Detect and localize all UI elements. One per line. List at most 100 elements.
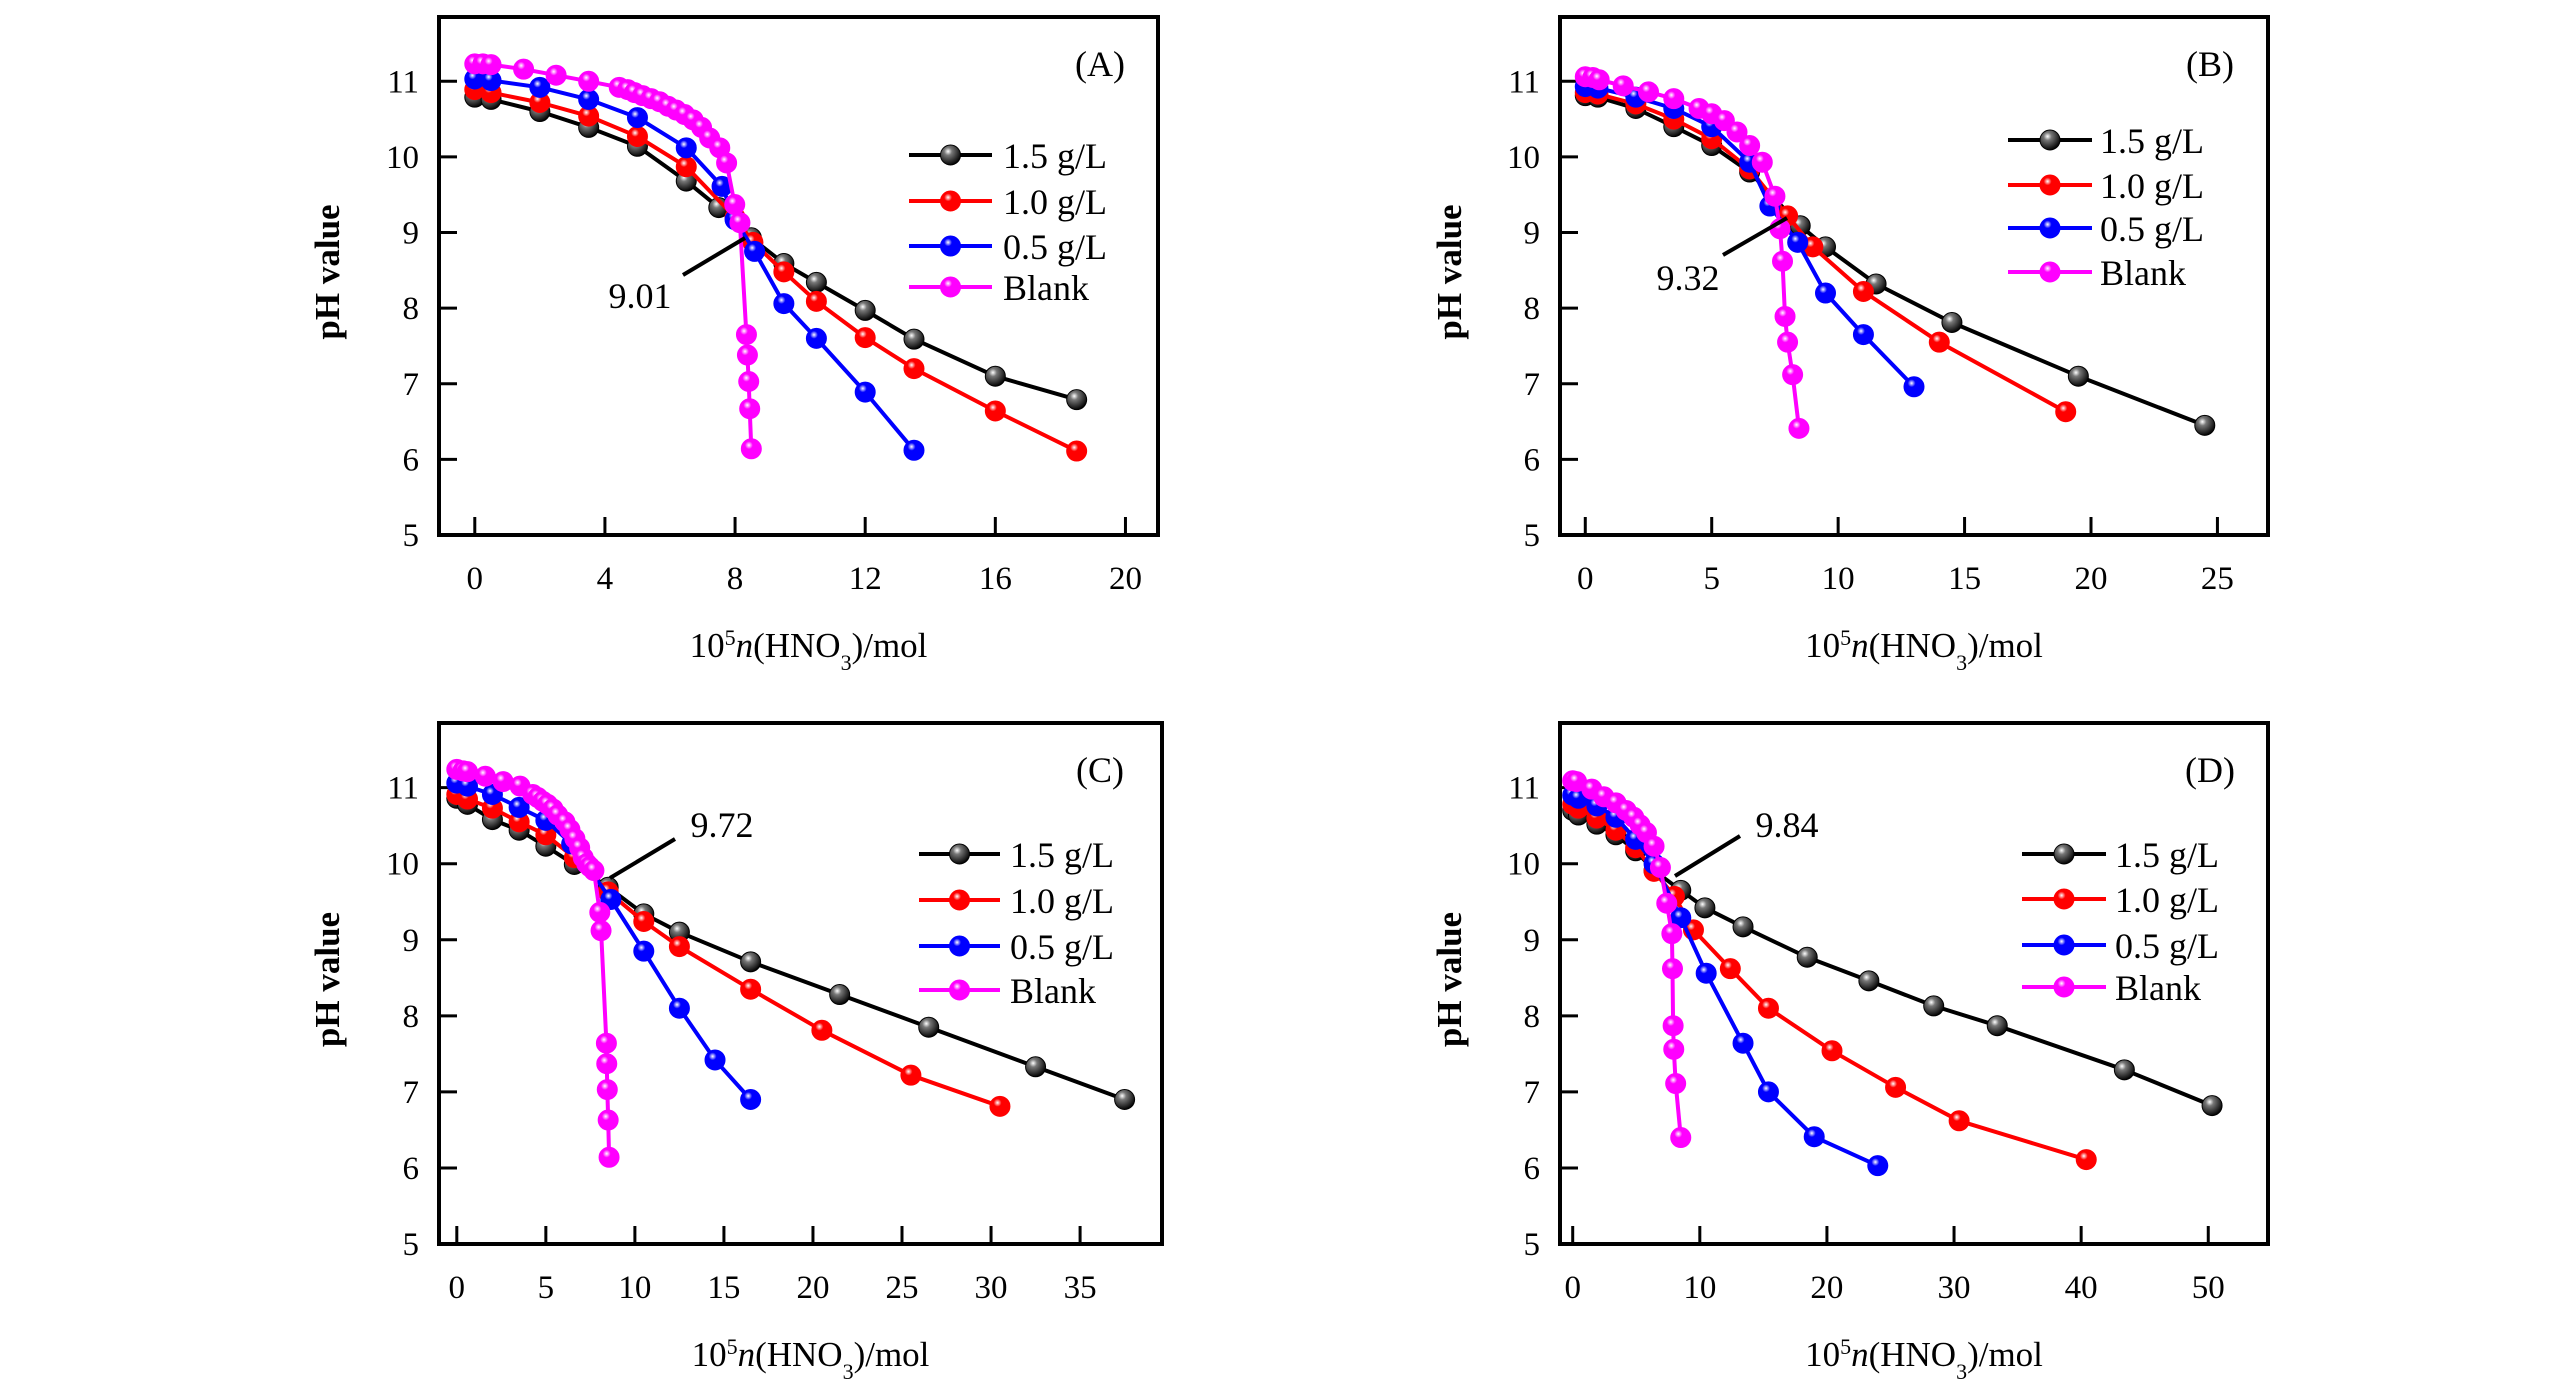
- data-point-blank: [1782, 364, 1804, 386]
- data-point-blank: [456, 761, 478, 783]
- x-tick-label: 16: [979, 561, 1012, 597]
- data-point-blank: [595, 1032, 617, 1054]
- data-point-1-0-g-l: [1757, 997, 1779, 1019]
- data-point-0-5-g-l: [578, 88, 600, 110]
- y-tick-label: 8: [1524, 999, 1541, 1035]
- data-point-1-0-g-l: [668, 936, 690, 958]
- data-point-1-5-g-l: [1941, 312, 1963, 334]
- legend-swatch-marker: [949, 979, 970, 1001]
- y-tick-label: 9: [1524, 216, 1541, 252]
- data-point-1-0-g-l: [900, 1064, 922, 1086]
- legend-item-1-0-g-l: 1.0 g/L: [2022, 880, 2219, 920]
- x-tick-label: 10: [1822, 561, 1855, 597]
- y-tick-label: 9: [403, 216, 420, 252]
- data-point-blank: [1662, 1015, 1684, 1037]
- y-tick-label: 11: [1508, 64, 1540, 100]
- y-tick-label: 5: [1524, 1227, 1541, 1263]
- data-point-blank: [1649, 857, 1671, 879]
- y-tick-label: 10: [1507, 847, 1540, 883]
- y-tick-label: 10: [386, 847, 419, 883]
- legend-label: 1.0 g/L: [2100, 166, 2204, 206]
- data-point-1-5-g-l: [1986, 1015, 2008, 1037]
- y-tick-label: 9: [1524, 923, 1541, 959]
- y-tick-label: 6: [1524, 442, 1541, 478]
- data-point-0-5-g-l: [668, 997, 690, 1019]
- data-point-blank: [736, 344, 758, 366]
- data-point-blank: [1670, 1127, 1692, 1149]
- legend-label: 0.5 g/L: [1010, 927, 1114, 967]
- data-point-0-5-g-l: [740, 1088, 762, 1110]
- x-tick-label: 0: [467, 561, 484, 597]
- legend-label: Blank: [1003, 268, 1089, 308]
- legend-swatch-marker: [2039, 261, 2061, 283]
- plot-frame: [1558, 15, 2270, 537]
- legend-label: 1.0 g/L: [1010, 881, 1114, 921]
- legend-label: Blank: [2100, 253, 2186, 293]
- data-point-1-0-g-l: [1928, 331, 1950, 353]
- y-axis-title: pH value: [1430, 204, 1469, 339]
- plot-frame: [1558, 721, 2270, 1246]
- data-point-1-0-g-l: [773, 261, 795, 283]
- legend-swatch-marker: [949, 889, 970, 911]
- data-point-blank: [578, 70, 600, 92]
- data-point-1-5-g-l: [984, 365, 1006, 387]
- series-line-1-5-g-l: [474, 95, 1078, 402]
- data-point-0-5-g-l: [633, 940, 655, 962]
- legend-item-1-5-g-l: 1.5 g/L: [2022, 835, 2219, 875]
- data-point-0-5-g-l: [903, 439, 925, 461]
- crossing-point-label: 9.01: [609, 276, 672, 316]
- data-point-1-0-g-l: [854, 327, 876, 349]
- y-tick-label: 11: [1508, 771, 1540, 807]
- y-tick-label: 7: [403, 1075, 420, 1111]
- legend-swatch-marker: [949, 935, 970, 957]
- y-axis-title: pH value: [308, 912, 347, 1047]
- x-tick-label: 20: [2075, 561, 2108, 597]
- x-tick-label: 15: [707, 1270, 740, 1306]
- y-tick-label: 9: [403, 923, 420, 959]
- data-point-0-5-g-l: [508, 796, 530, 818]
- series-blank: [1562, 770, 1692, 1149]
- data-point-1-5-g-l: [805, 271, 827, 293]
- x-tick-label: 40: [2065, 1270, 2098, 1306]
- data-point-1-0-g-l: [1821, 1040, 1843, 1062]
- legend-swatch-marker: [940, 144, 961, 166]
- x-tick-label: 20: [796, 1270, 829, 1306]
- panel-d: 5 6 7 8 9 10 11 0 10 20 30 40 50 105n(HNO3)/mol pH val…: [1430, 721, 2270, 1384]
- legend-label: 1.5 g/L: [2115, 835, 2219, 875]
- legend-label: Blank: [1010, 971, 1096, 1011]
- x-axis-title: 105n(HNO3)/mol: [1805, 1334, 2043, 1384]
- crossing-point-label: 9.32: [1657, 258, 1720, 298]
- legend-item-1-0-g-l: 1.0 g/L: [909, 182, 1107, 222]
- legend-label: 1.5 g/L: [2100, 121, 2204, 161]
- series-blank: [1574, 66, 1810, 439]
- x-tick-label: 20: [1810, 1270, 1843, 1306]
- annotation-leader-line: [1721, 216, 1789, 257]
- legend-item-blank: Blank: [919, 971, 1096, 1011]
- data-point-blank: [590, 920, 612, 942]
- data-point-blank: [598, 1146, 620, 1168]
- legend-label: 0.5 g/L: [2100, 209, 2204, 249]
- y-axis-title: pH value: [308, 204, 347, 339]
- data-point-0-5-g-l: [1757, 1081, 1779, 1103]
- series-0-5-g-l: [1574, 76, 1925, 398]
- data-point-1-5-g-l: [1923, 995, 1945, 1017]
- data-point-1-5-g-l: [2113, 1059, 2135, 1081]
- data-point-blank: [583, 860, 605, 882]
- data-point-1-5-g-l: [1114, 1088, 1136, 1110]
- data-point-blank: [1726, 121, 1748, 143]
- legend-item-0-5-g-l: 0.5 g/L: [2008, 209, 2204, 249]
- data-point-blank: [545, 64, 567, 86]
- data-point-0-5-g-l: [805, 327, 827, 349]
- x-tick-label: 0: [1577, 561, 1594, 597]
- legend-item-0-5-g-l: 0.5 g/L: [909, 227, 1107, 267]
- y-tick-label: 10: [1507, 140, 1540, 176]
- data-point-blank: [1663, 1038, 1685, 1060]
- x-tick-label: 0: [1564, 1270, 1581, 1306]
- data-point-blank: [1638, 81, 1659, 103]
- data-point-1-0-g-l: [1719, 958, 1741, 980]
- data-point-1-5-g-l: [918, 1016, 940, 1038]
- data-point-blank: [1772, 250, 1794, 272]
- data-point-0-5-g-l: [1695, 962, 1717, 984]
